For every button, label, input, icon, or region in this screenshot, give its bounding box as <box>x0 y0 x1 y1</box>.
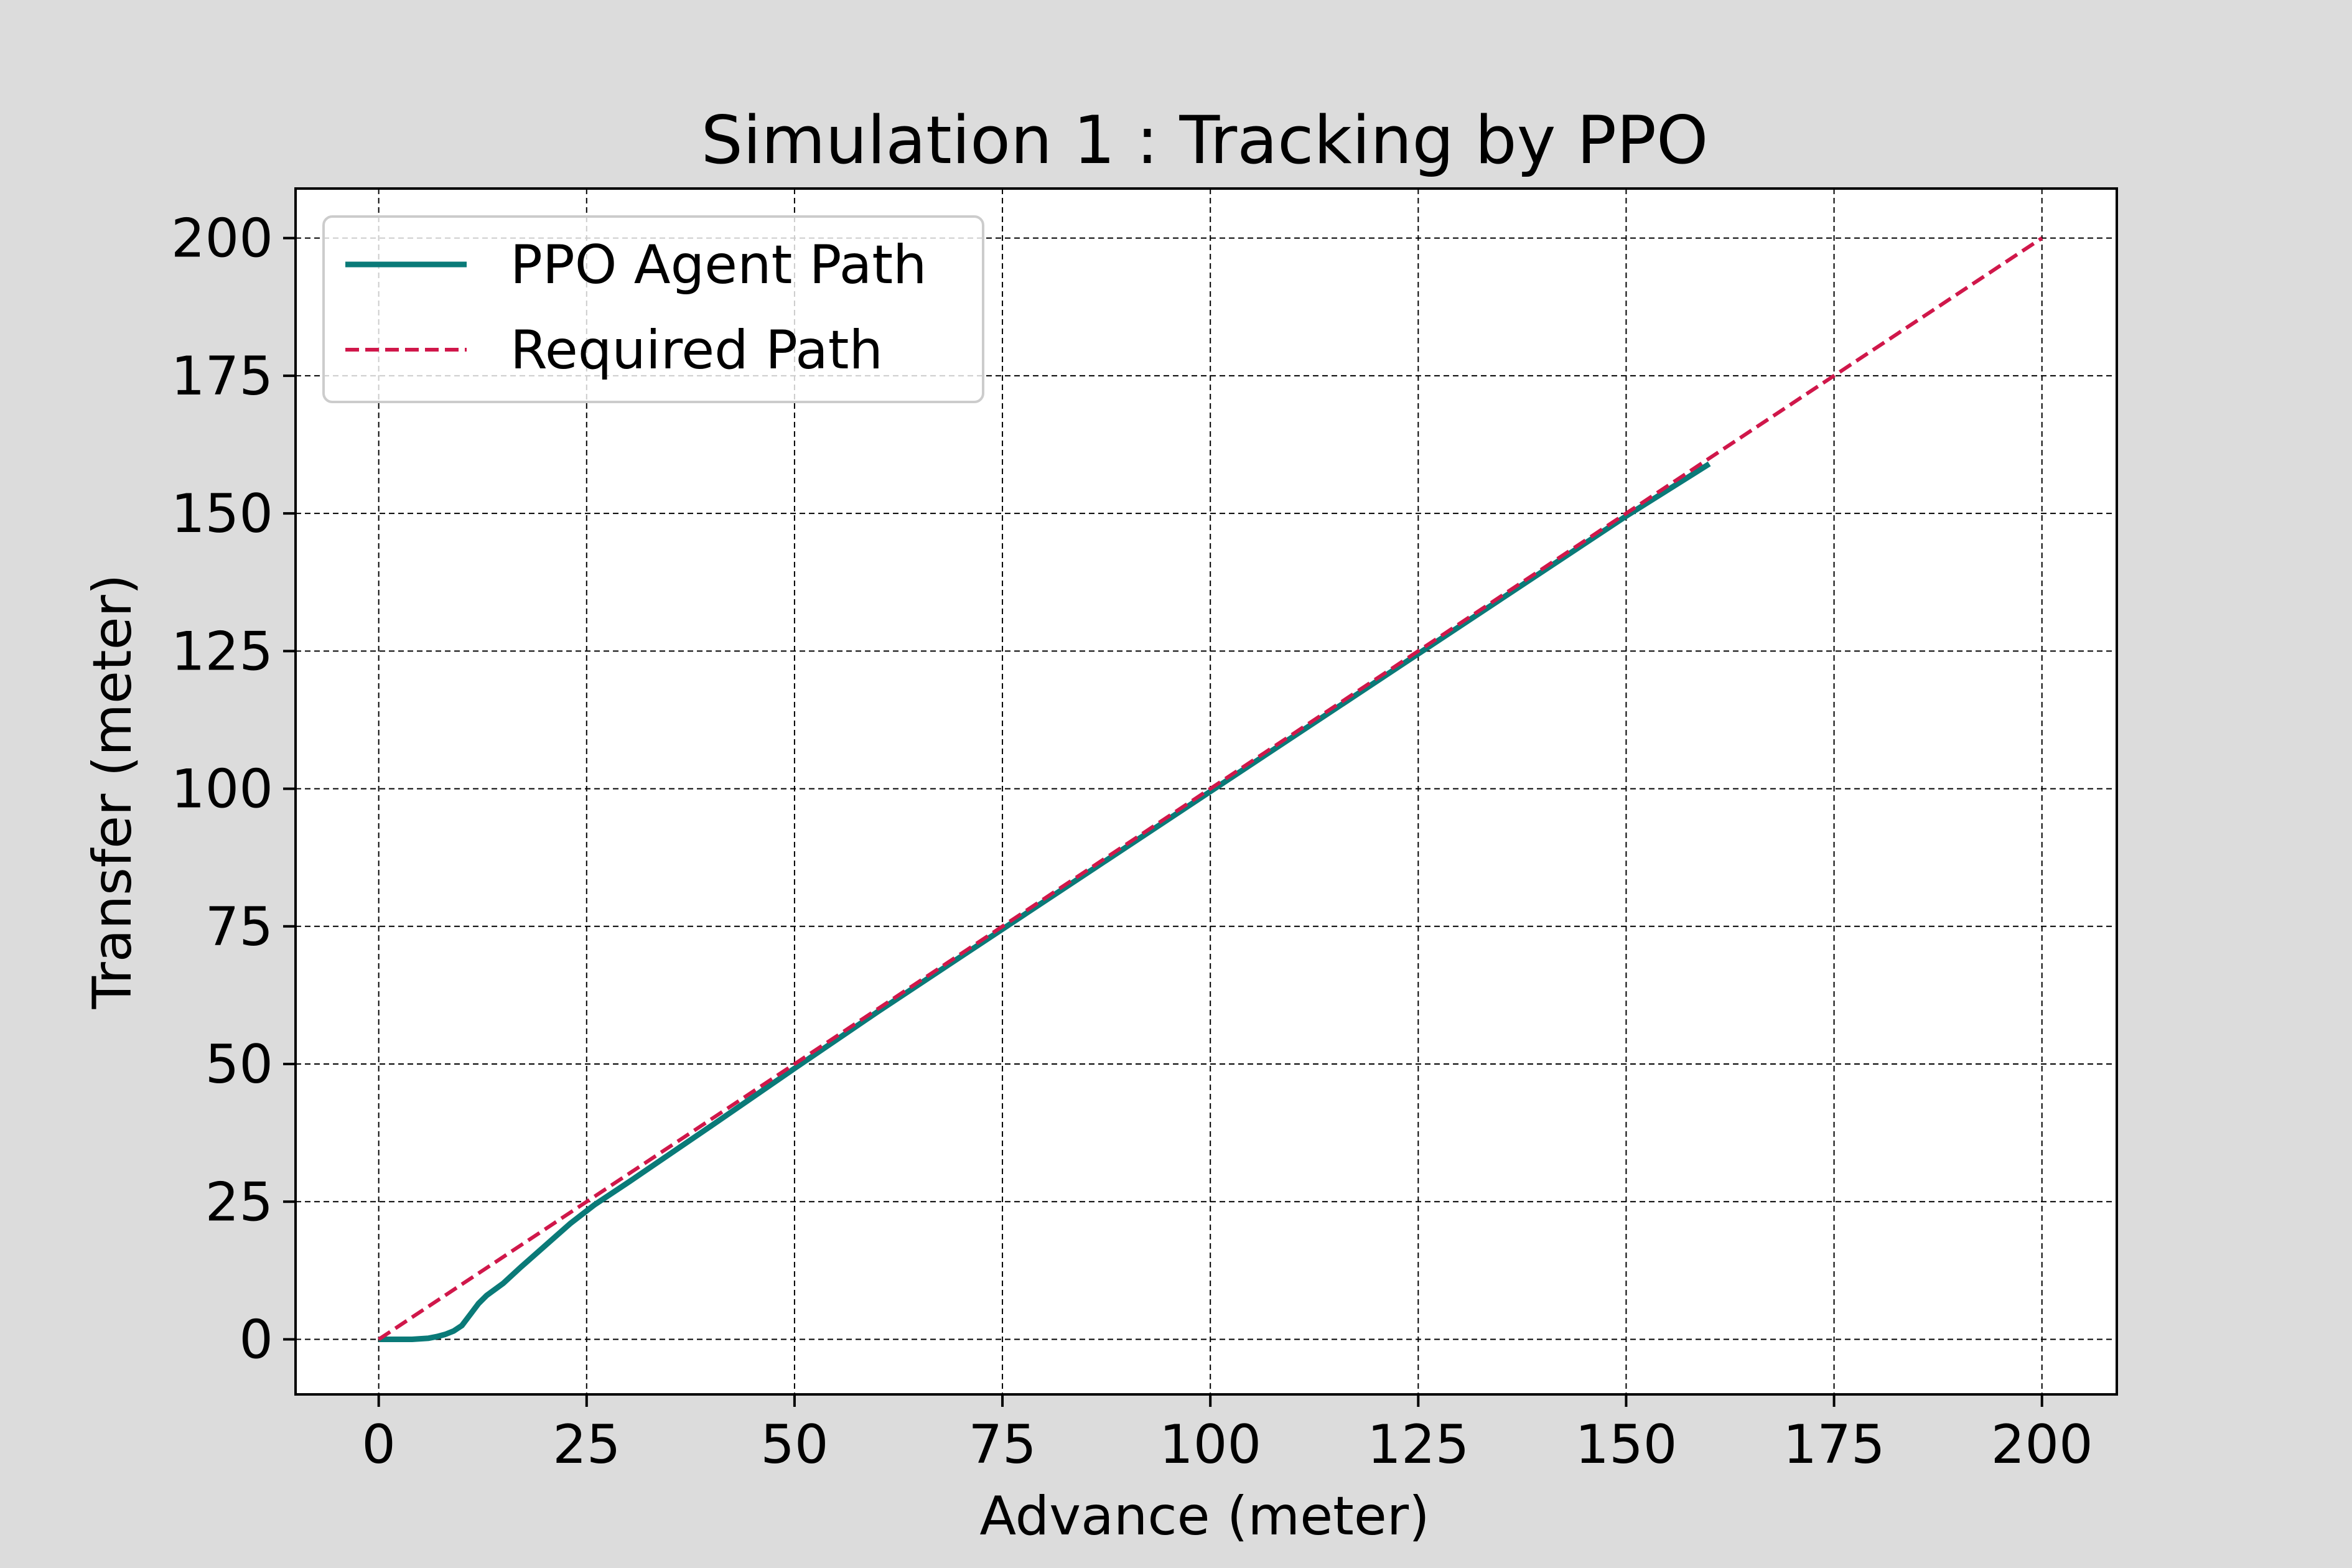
y-tick-label: 150 <box>171 483 273 545</box>
x-axis-label: Advance (meter) <box>979 1485 1429 1547</box>
x-tick-label: 150 <box>1575 1414 1677 1476</box>
y-tick-label: 0 <box>239 1309 273 1371</box>
x-tick-label: 100 <box>1159 1414 1261 1476</box>
y-axis-label: Transfer (meter) <box>82 574 144 1010</box>
legend-box <box>322 215 984 403</box>
y-tick-label: 100 <box>171 758 273 821</box>
x-tick-label: 175 <box>1783 1414 1885 1476</box>
x-tick-label: 125 <box>1367 1414 1469 1476</box>
y-tick-label: 50 <box>205 1034 273 1096</box>
chart-title: Simulation 1 : Tracking by PPO <box>701 102 1709 179</box>
x-tick-label: 0 <box>362 1414 396 1476</box>
series-line-required-path <box>378 236 2043 1342</box>
x-tick-label: 25 <box>553 1414 620 1476</box>
y-tick-label: 175 <box>171 345 273 408</box>
y-tick-label: 75 <box>205 896 273 958</box>
x-tick-label: 75 <box>968 1414 1036 1476</box>
x-axis: 0 25 50 75 100 125 150 175 200 <box>362 1394 2093 1476</box>
y-tick-label: 25 <box>205 1171 273 1233</box>
legend-label: PPO Agent Path <box>510 234 927 296</box>
x-tick-label: 50 <box>760 1414 828 1476</box>
legend: PPO Agent Path Required Path <box>322 215 984 403</box>
plot-frame <box>294 187 2118 1396</box>
series-line-ppo-agent-path <box>378 461 1711 1342</box>
x-tick-label: 200 <box>1991 1414 2093 1476</box>
y-tick-label: 200 <box>171 208 273 270</box>
y-tick-label: 125 <box>171 620 273 683</box>
legend-label: Required Path <box>510 319 883 381</box>
y-axis: 0 25 50 75 100 125 150 175 200 <box>171 208 296 1371</box>
series-layer <box>378 236 2043 1342</box>
